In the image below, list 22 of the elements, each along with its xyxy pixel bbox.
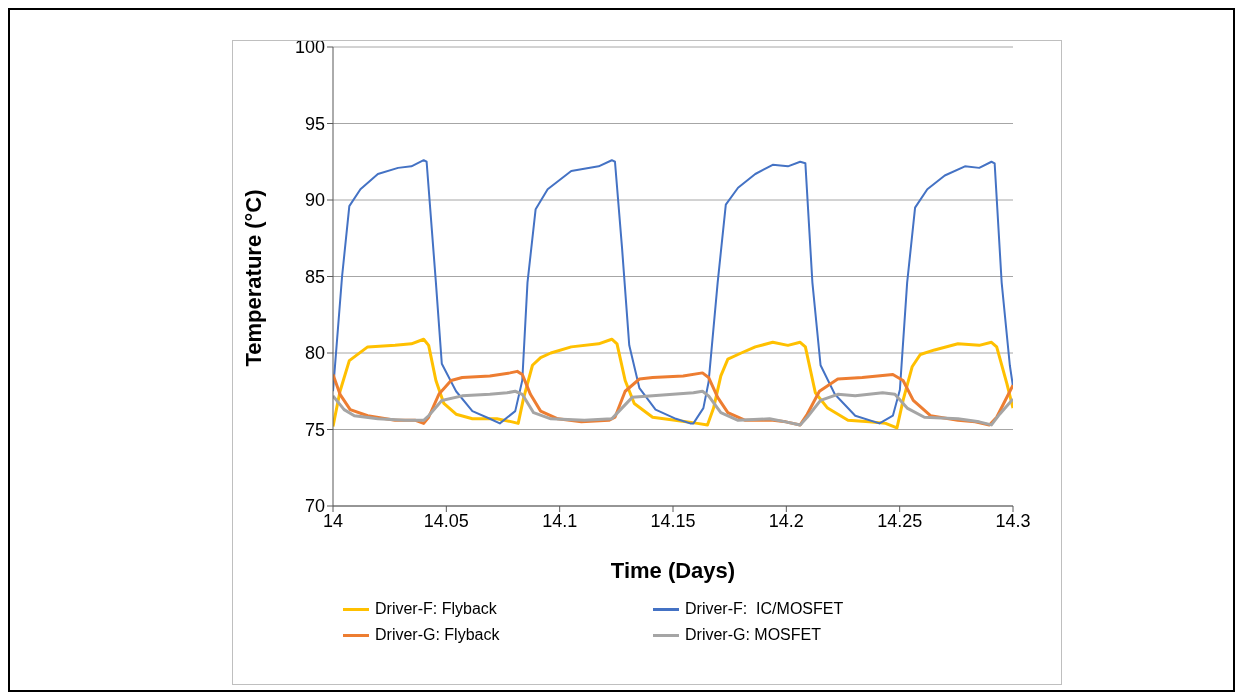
line-series	[333, 159, 1013, 425]
y-tick-label: 100	[294, 37, 325, 58]
x-axis-title: Time (Days)	[610, 558, 736, 583]
y-tick-label: 70	[304, 496, 325, 517]
y-tick-label: 90	[304, 190, 325, 211]
y-tick-label: 95	[304, 113, 325, 134]
legend-label: Driver-G: MOSFET	[685, 626, 821, 644]
x-tick-label: 14.25	[877, 510, 923, 531]
x-tick-label: 14	[322, 510, 344, 531]
legend-label: Driver-G: Flyback	[375, 626, 500, 644]
y-tick-label: 85	[304, 266, 325, 287]
y-axis-title: Temperature (°C)	[240, 189, 266, 367]
x-tick-label: 14.1	[542, 510, 578, 531]
x-tick-label: 14.05	[423, 510, 469, 531]
x-tick-label: 14.15	[650, 510, 696, 531]
legend-label: Driver-F: IC/MOSFET	[685, 600, 844, 618]
x-tick-label: 14.3	[995, 510, 1031, 531]
legend-label: Driver-F: Flyback	[375, 600, 497, 618]
y-tick-label: 80	[304, 343, 325, 364]
y-tick-label: 75	[304, 419, 325, 440]
x-tick-label: 14.2	[768, 510, 804, 531]
line-series	[333, 389, 1013, 427]
